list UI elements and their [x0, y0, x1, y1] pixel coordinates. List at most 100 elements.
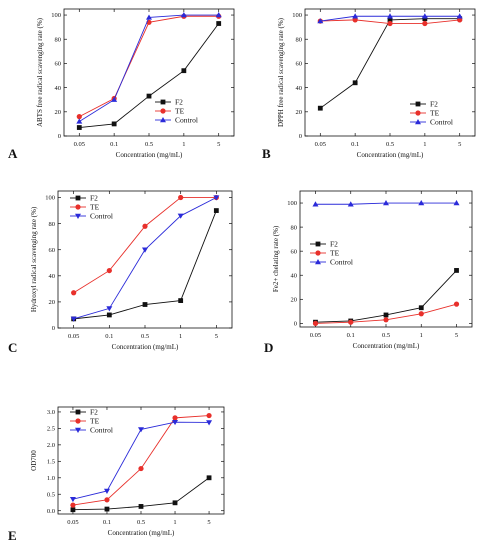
- legend-marker: [75, 418, 81, 424]
- data-point: [138, 427, 144, 433]
- series-te: [76, 13, 222, 120]
- x-tick-label: 0.05: [74, 141, 85, 148]
- data-point: [453, 301, 460, 307]
- legend-marker: [160, 99, 166, 105]
- series-control: [69, 419, 213, 503]
- y-axis-label: ABTS free radical scavenging rate (%): [36, 17, 44, 127]
- legend-entry: F2: [330, 240, 338, 249]
- x-tick-label: 0.05: [68, 333, 79, 340]
- data-point: [206, 475, 212, 481]
- legend-entry: TE: [175, 107, 185, 116]
- data-point: [146, 14, 152, 20]
- data-point: [146, 93, 152, 99]
- x-tick-label: 1: [179, 333, 182, 340]
- x-tick-label: 0.05: [67, 519, 78, 526]
- data-point: [317, 105, 323, 111]
- data-point: [181, 68, 187, 74]
- data-point: [104, 497, 110, 503]
- data-point: [317, 18, 324, 24]
- y-tick-label: 3.0: [47, 409, 55, 416]
- data-point: [454, 268, 459, 273]
- series-control: [76, 12, 222, 124]
- legend-entry: F2: [430, 100, 438, 109]
- y-axis-label: OD700: [30, 450, 38, 471]
- legend-marker: [315, 259, 321, 265]
- data-point: [71, 290, 77, 296]
- data-point: [456, 13, 463, 19]
- data-point: [178, 194, 184, 201]
- x-axis-label: Concentration (mg/mL): [112, 343, 179, 351]
- y-axis-label: Fe2+ chelating rate (%): [272, 225, 280, 292]
- data-point: [422, 16, 428, 22]
- series-f2: [317, 16, 463, 111]
- data-point: [387, 13, 393, 19]
- panel-b: 0 20 40 60 80 100 0.05 0.1 0.5 1 5 Concentration (m…: [262, 8, 476, 161]
- y-tick-label: 60: [296, 61, 303, 68]
- data-point: [383, 200, 389, 206]
- data-point: [180, 12, 187, 18]
- data-point: [421, 13, 428, 19]
- data-point: [352, 80, 358, 86]
- x-tick-label: 5: [207, 519, 210, 526]
- legend-entry: Control: [175, 116, 198, 125]
- x-tick-label: 0.5: [137, 519, 145, 526]
- data-point: [213, 208, 219, 213]
- x-tick-label: 0.5: [145, 141, 153, 148]
- data-point: [215, 12, 222, 18]
- y-tick-label: 60: [291, 248, 298, 255]
- y-tick-label: 20: [291, 297, 298, 304]
- data-point: [418, 311, 424, 317]
- legend-marker: [415, 119, 421, 125]
- x-tick-label: 0.1: [110, 141, 118, 148]
- x-tick-label: 1: [182, 141, 185, 148]
- x-tick-label: 0.5: [382, 332, 390, 339]
- plot-frame: [63, 8, 235, 137]
- y-axis-label: Hydroxyl radical scavenging rate (%): [30, 206, 38, 312]
- series-te: [71, 194, 219, 296]
- data-point: [70, 507, 76, 513]
- legend-marker: [415, 101, 421, 107]
- data-point: [387, 17, 393, 23]
- legend-entry: Control: [430, 118, 453, 127]
- y-tick-label: 40: [55, 85, 62, 92]
- panel-label: A: [8, 146, 18, 161]
- data-point: [352, 13, 359, 19]
- panel-label: D: [264, 340, 273, 355]
- series-te: [312, 301, 460, 326]
- series-f2: [313, 268, 459, 325]
- y-tick-label: 2.0: [47, 442, 55, 449]
- y-tick-label: 100: [287, 200, 297, 207]
- data-point: [457, 17, 463, 23]
- legend-marker: [75, 204, 81, 210]
- legend-marker: [75, 195, 81, 201]
- data-point: [312, 201, 319, 207]
- data-point: [418, 305, 424, 311]
- data-point: [206, 420, 213, 426]
- data-point: [383, 312, 389, 318]
- data-point: [422, 20, 428, 27]
- y-tick-label: 100: [45, 195, 55, 202]
- data-point: [352, 17, 358, 23]
- plot-frame: [57, 406, 225, 515]
- series-line: [79, 15, 219, 118]
- legend-marker: [315, 241, 321, 247]
- data-point: [348, 319, 354, 325]
- series-te: [70, 412, 212, 508]
- x-tick-label: 5: [215, 333, 218, 340]
- series-control: [317, 13, 463, 24]
- y-tick-label: 0: [299, 133, 302, 140]
- panel-d: 0 20 40 60 80 100 0.05 0.1 0.5 1 5 Concentration (m…: [264, 190, 473, 355]
- data-point: [312, 320, 319, 326]
- y-tick-label: 40: [49, 273, 56, 280]
- data-point: [172, 419, 179, 426]
- data-point: [106, 267, 112, 274]
- legend-entry: TE: [90, 417, 100, 426]
- data-point: [138, 465, 144, 472]
- data-point: [142, 247, 148, 253]
- x-tick-label: 5: [458, 141, 461, 148]
- x-tick-label: 5: [455, 332, 458, 339]
- plot-frame: [57, 190, 233, 329]
